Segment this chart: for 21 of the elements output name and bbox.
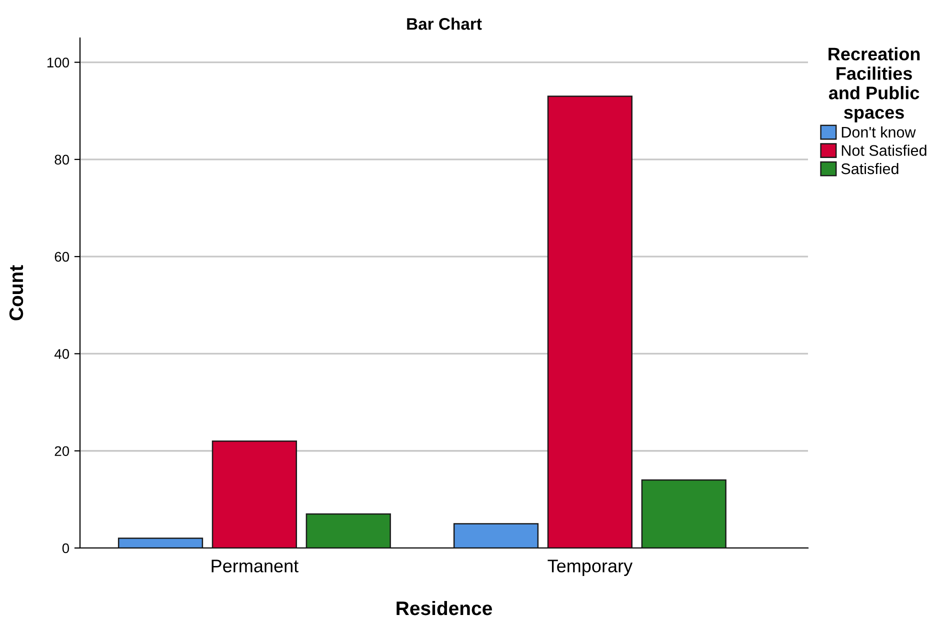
legend-title: Recreation Facilities and Public spaces: [828, 47, 920, 122]
y-tick-label: 40: [54, 349, 70, 359]
legend-label: Satisfied: [841, 162, 898, 174]
y-tick-label: 80: [54, 154, 70, 165]
y-axis-title: Count: [9, 265, 24, 320]
bar: [306, 513, 391, 548]
y-tick-label: 100: [47, 58, 70, 68]
bar: [212, 440, 298, 548]
x-axis-title: Residence: [396, 600, 492, 616]
bar: [641, 479, 726, 548]
legend-label: Don't know: [842, 126, 916, 138]
bar: [118, 538, 204, 548]
x-tick-label: Temporary: [548, 560, 633, 576]
y-tick-label: 60: [54, 252, 70, 262]
bar: [453, 523, 539, 548]
bar: [547, 96, 632, 548]
chart-title: Bar Chart: [407, 18, 482, 30]
y-tick-label: 20: [54, 446, 70, 456]
legend-label: Not Satisfied: [842, 144, 926, 156]
y-tick-label: 0: [62, 543, 70, 554]
x-tick-label: Permanent: [212, 560, 298, 572]
